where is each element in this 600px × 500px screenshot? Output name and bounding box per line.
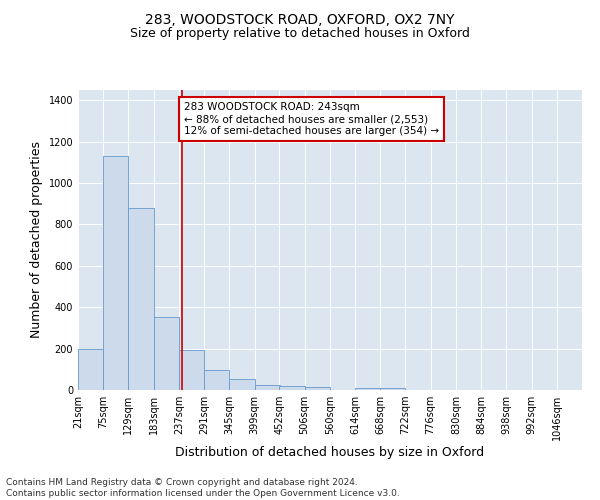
Bar: [305, 387, 330, 390]
Text: Contains HM Land Registry data © Crown copyright and database right 2024.
Contai: Contains HM Land Registry data © Crown c…: [6, 478, 400, 498]
Bar: [254, 386, 280, 390]
Text: Size of property relative to detached houses in Oxford: Size of property relative to detached ho…: [130, 28, 470, 40]
X-axis label: Distribution of detached houses by size in Oxford: Distribution of detached houses by size …: [175, 446, 485, 458]
Bar: [204, 370, 229, 390]
Bar: [355, 388, 380, 390]
Bar: [103, 156, 128, 390]
Y-axis label: Number of detached properties: Number of detached properties: [30, 142, 43, 338]
Bar: [280, 386, 305, 390]
Text: 283, WOODSTOCK ROAD, OXFORD, OX2 7NY: 283, WOODSTOCK ROAD, OXFORD, OX2 7NY: [145, 12, 455, 26]
Bar: [154, 317, 179, 390]
Bar: [78, 349, 103, 390]
Bar: [229, 379, 254, 390]
Bar: [179, 350, 204, 390]
Bar: [380, 388, 406, 390]
Bar: [128, 208, 154, 390]
Text: 283 WOODSTOCK ROAD: 243sqm
← 88% of detached houses are smaller (2,553)
12% of s: 283 WOODSTOCK ROAD: 243sqm ← 88% of deta…: [184, 102, 439, 136]
